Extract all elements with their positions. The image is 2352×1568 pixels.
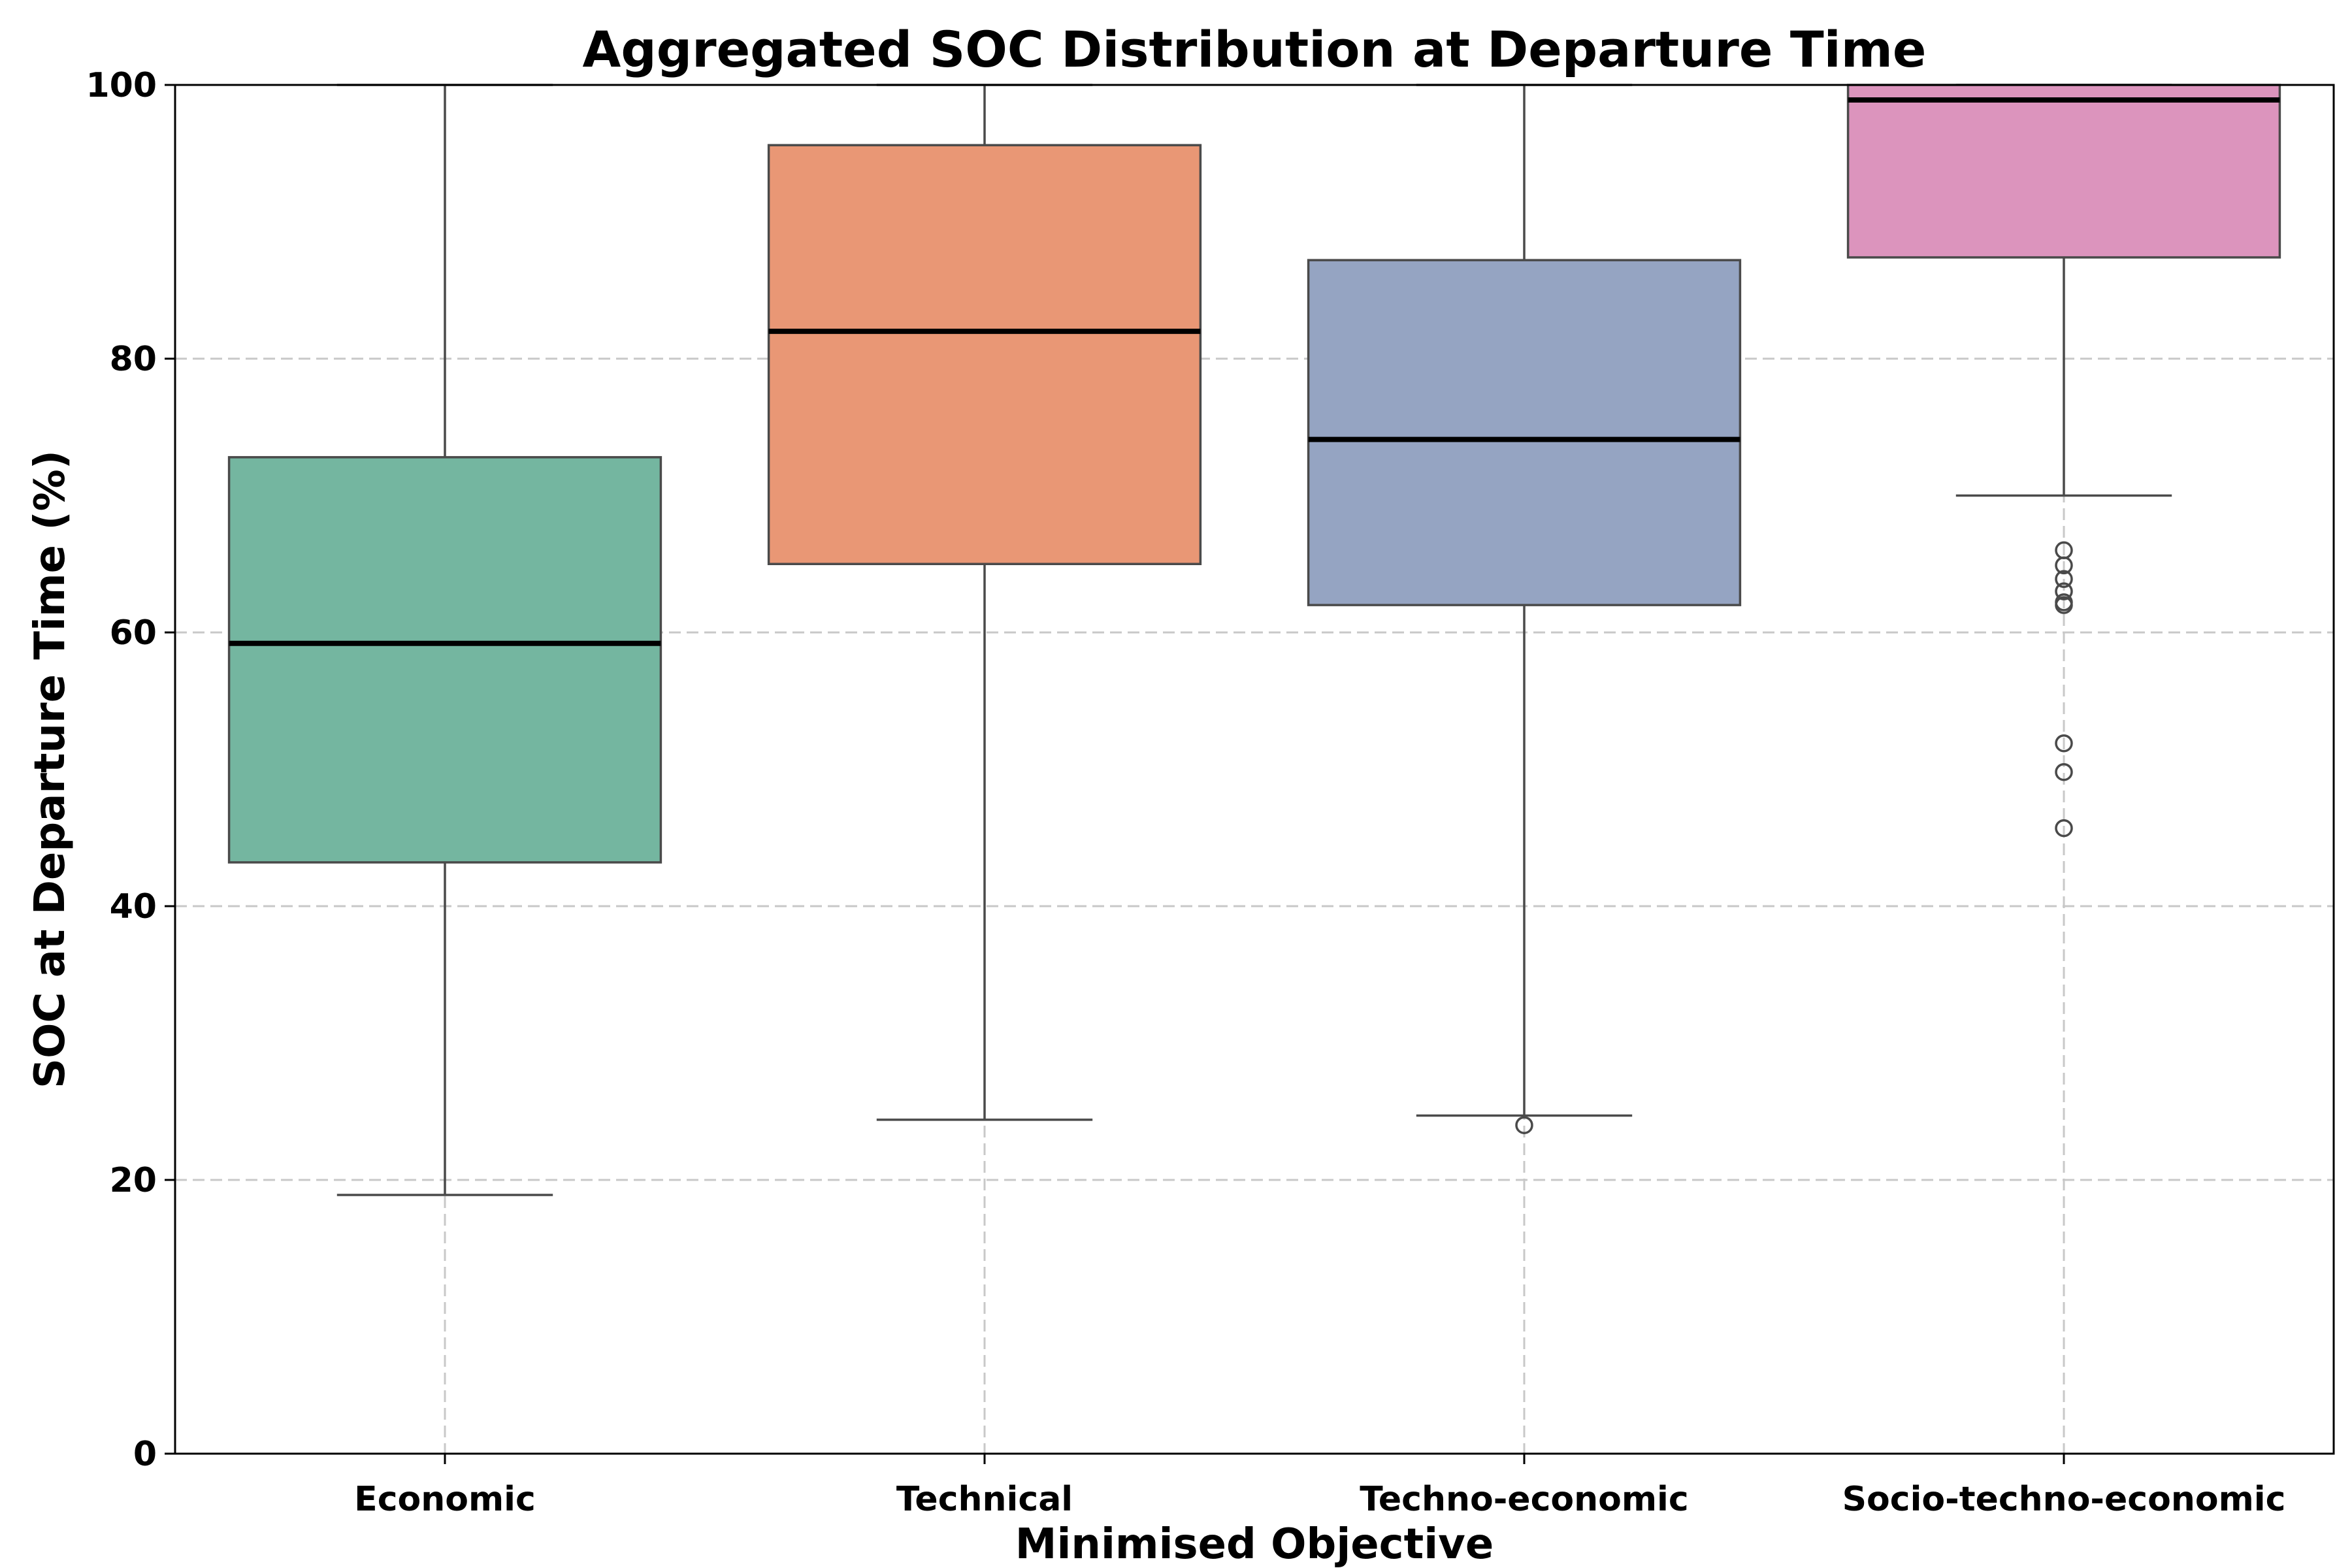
y-tick-label: 20: [110, 1161, 157, 1200]
iqr-box: [227, 456, 662, 864]
outlier-point: [2055, 582, 2073, 600]
x-axis-label: Minimised Objective: [1015, 1520, 1494, 1568]
y-tick-label: 100: [86, 66, 157, 105]
box-group: [227, 84, 662, 1196]
box-group: [1307, 84, 1742, 1134]
y-tick-label: 40: [110, 887, 157, 926]
iqr-box: [1846, 84, 2281, 259]
outlier-point: [2055, 596, 2073, 614]
box-series: [227, 84, 2281, 1196]
axis-ticks: 0 20 40 60 80 100 Economic Technical Techno-econ…: [86, 66, 2285, 1519]
y-tick-label: 60: [110, 613, 157, 653]
outlier-point: [2055, 819, 2073, 838]
x-tick-label: Economic: [354, 1480, 536, 1519]
x-tick-label: Technical: [896, 1480, 1073, 1519]
chart-title: Aggregated SOC Distribution at Departure…: [583, 20, 1927, 78]
outlier-point: [2055, 570, 2073, 589]
x-tick-label: Socio-techno-economic: [1842, 1480, 2286, 1519]
outlier-point: [2055, 762, 2073, 781]
y-tick-label: 0: [133, 1435, 157, 1474]
x-tick-label: Techno-economic: [1360, 1480, 1688, 1519]
box-group: [767, 84, 1202, 1121]
plot-frame: [174, 84, 2335, 1455]
outlier-point: [2055, 556, 2073, 575]
y-tick-label: 80: [110, 340, 157, 379]
outlier-point: [2055, 734, 2073, 753]
iqr-box: [767, 144, 1202, 565]
y-axis-label: SOC at Departure Time (%): [26, 450, 74, 1088]
outlier-point: [1515, 1116, 1533, 1134]
iqr-box: [1307, 259, 1742, 606]
grid-lines: [175, 85, 2334, 1454]
